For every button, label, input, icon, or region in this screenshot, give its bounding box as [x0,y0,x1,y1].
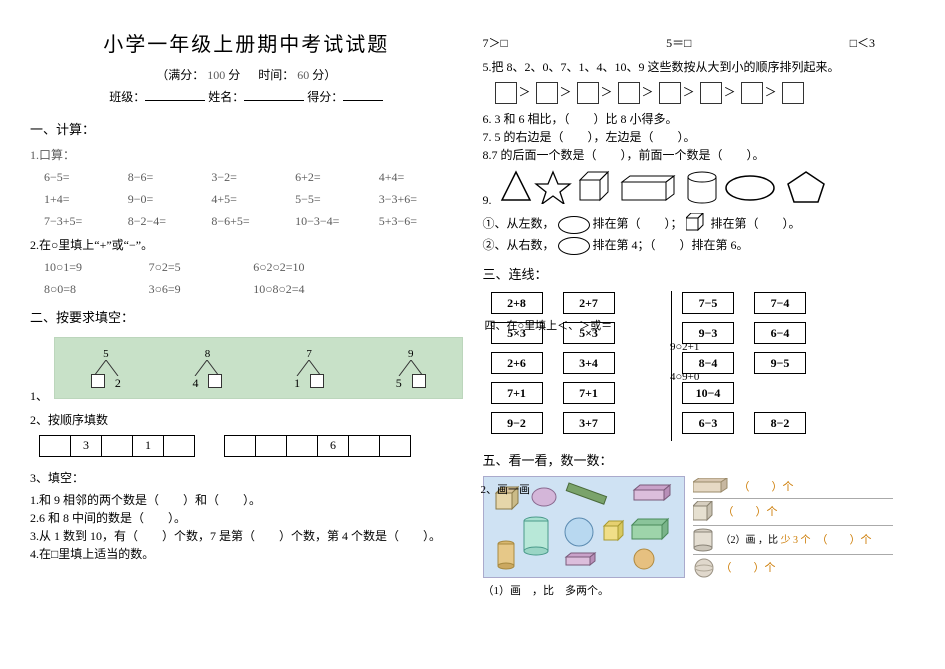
calc-cell: 4+4= [379,168,463,186]
name-blank[interactable] [244,88,304,101]
sec2-q1-label: 1、 [30,387,44,405]
calc-cell: 6−5= [44,168,128,186]
split-8: 8 4 [172,344,242,398]
oval-icon [558,237,590,255]
line6: 6. 3 和 6 相比，（ ）比 8 小得多。 [483,110,916,128]
calc-cell: 9−0= [128,190,212,208]
score-blank[interactable] [343,88,383,101]
right-column: 7＞□ 5＝□ □＜3 5.把 8、2、0、7、1、4、10、9 这些数按从大到… [473,30,926,659]
calc-cell: 5−5= [295,190,379,208]
shape-row [498,168,868,209]
calc-cell: 10−3−4= [295,212,379,230]
circle-item: 10○1=9 [44,258,149,276]
calc-cell: 1+4= [44,190,128,208]
calc-cell: 8−6+5= [211,212,295,230]
circle-item: 7○2=5 [149,258,254,276]
line7: 7. 5 的右边是（ ），左边是（ ）。 [483,128,916,146]
sec2-q3-label: 3、填空： [30,469,463,487]
divider [671,291,673,441]
number-split-figure: 5 2 8 4 7 1 9 [54,337,463,399]
full-score: 100 [207,68,225,82]
circle-item: 10○8○2=4 [253,280,358,298]
sec1-q1-label: 1.口算： [30,146,463,164]
sec1-heading: 一、计算： [30,120,463,140]
calc-cell: 8−2−4= [128,212,212,230]
oval-icon [558,216,590,234]
full-unit: 分 [228,68,240,82]
left-column: 小学一年级上册期中考试试题 （满分： 100 分 时间： 60 分） 班级： 姓… [20,30,473,659]
sec5-left: 1、 [483,476,683,599]
page-title: 小学一年级上册期中考试试题 [30,30,463,60]
calc-cell: 6+2= [295,168,379,186]
split-7: 7 1 [274,344,344,398]
calc-cell: 4+5= [211,190,295,208]
sec4-overlay: 四、在○里填上＜、＞或＝ [485,318,613,335]
info-line: 班级： 姓名： 得分： [30,88,463,106]
fill-line-3: 3.从 1 数到 10，有（ ）个数，7 是第（ ）个数，第 4 个数是（ ）。 [30,527,463,545]
line9-2: ②、从右数， 排在第 4；（ ）排在第 6。 [483,236,916,255]
connect-left: 2+82+7 四、在○里填上＜、＞或＝ 5×35×3 2+63+4 7+17+1… [491,291,661,441]
sec5-heading: 五、看一看，数一数： [483,451,916,471]
cuboid-icon [693,478,733,496]
time-value: 60 [297,68,309,82]
box-inequality-row: 7＞□ 5＝□ □＜3 [483,34,916,52]
class-label: 班级： [109,90,145,104]
calc-cell: 8−6= [128,168,212,186]
full-prefix: （满分： [156,68,204,82]
split-9: 9 5 [376,344,446,398]
seq2: 6 [225,435,411,457]
sec5-right: （ ）个 （ ）个 （2）画 ，比 少 3 个 （ ）个 （ ）个 [693,476,893,599]
sphere-icon [693,557,715,579]
draw-label: 2、画一画 [481,482,681,499]
count-blank: （ ）个 [721,560,776,577]
fill-line-1: 1.和 9 相邻的两个数是（ ）和（ ）。 [30,491,463,509]
count-blank: （ ）个 [739,479,794,496]
circle-item: 8○0=8 [44,280,149,298]
sec2-heading: 二、按要求填空： [30,308,463,328]
sequence-tables: 3 1 6 [30,433,463,463]
calc-cell: 7−3+5= [44,212,128,230]
sec2-q2-label: 2、按顺序填数 [30,411,463,429]
score-label: 得分： [307,90,343,104]
sec5-area: 1、 [483,476,916,599]
fill-line-4: 4.在□里填上适当的数。 [30,545,463,563]
calc-cell: 5+3−6= [379,212,463,230]
exam-page: 小学一年级上册期中考试试题 （满分： 100 分 时间： 60 分） 班级： 姓… [0,0,945,669]
split-5: 5 2 [71,344,141,398]
connect-area: 2+82+7 四、在○里填上＜、＞或＝ 5×35×3 2+63+4 7+17+1… [491,291,916,441]
sec1-q2-label: 2.在○里填上“+”或“−”。 [30,236,463,254]
class-blank[interactable] [145,88,205,101]
ineq-item: 7＞□ [483,34,508,52]
ineq-item: 5＝□ [666,34,691,52]
time-prefix: 时间： [258,68,294,82]
sec3-heading: 三、连线： [483,265,916,285]
circle-item: 6○2○2=10 [253,258,358,276]
oral-calc-grid: 6−5= 8−6= 3−2= 6+2= 4+4= 1+4= 9−0= 4+5= … [44,168,463,230]
fill-line-2: 2.6 和 8 中间的数是（ ）。 [30,509,463,527]
ineq-item: □＜3 [850,34,875,52]
count-blank: （ ）个 [723,504,778,521]
shapes-svg [498,168,868,204]
count-blank: （ ）个 [817,532,872,549]
line8: 8.7 的后面一个数是（ ），前面一个数是（ ）。 [483,146,916,164]
sort-boxes: ＞ ＞ ＞ ＞ ＞ ＞ ＞ [493,82,916,104]
connect-right: 7−57−4 9−36−4 9○2+1 8−49−5 4○9+0 10−4 6−… [682,291,832,441]
name-label: 姓名： [208,90,244,104]
time-suffix: 分） [312,68,336,82]
line9-1: ①、从左数， 排在第（ ）； 排在第（ ）。 [483,213,916,236]
line5: 5.把 8、2、0、7、1、4、10、9 这些数按从大到小的顺序排列起来。 [483,58,916,76]
circle-fill: 10○1=9 7○2=5 6○2○2=10 8○0=8 3○6=9 10○8○2… [44,258,463,298]
score-time-line: （满分： 100 分 时间： 60 分） [30,66,463,84]
seq1: 3 1 [40,435,195,457]
cylinder-icon [693,528,715,552]
circle-item: 3○6=9 [149,280,254,298]
calc-cell: 3−2= [211,168,295,186]
line9-label: 9. [483,191,492,209]
calc-cell: 3−3+6= [379,190,463,208]
cube-icon [686,213,708,236]
cube-icon [693,501,717,523]
